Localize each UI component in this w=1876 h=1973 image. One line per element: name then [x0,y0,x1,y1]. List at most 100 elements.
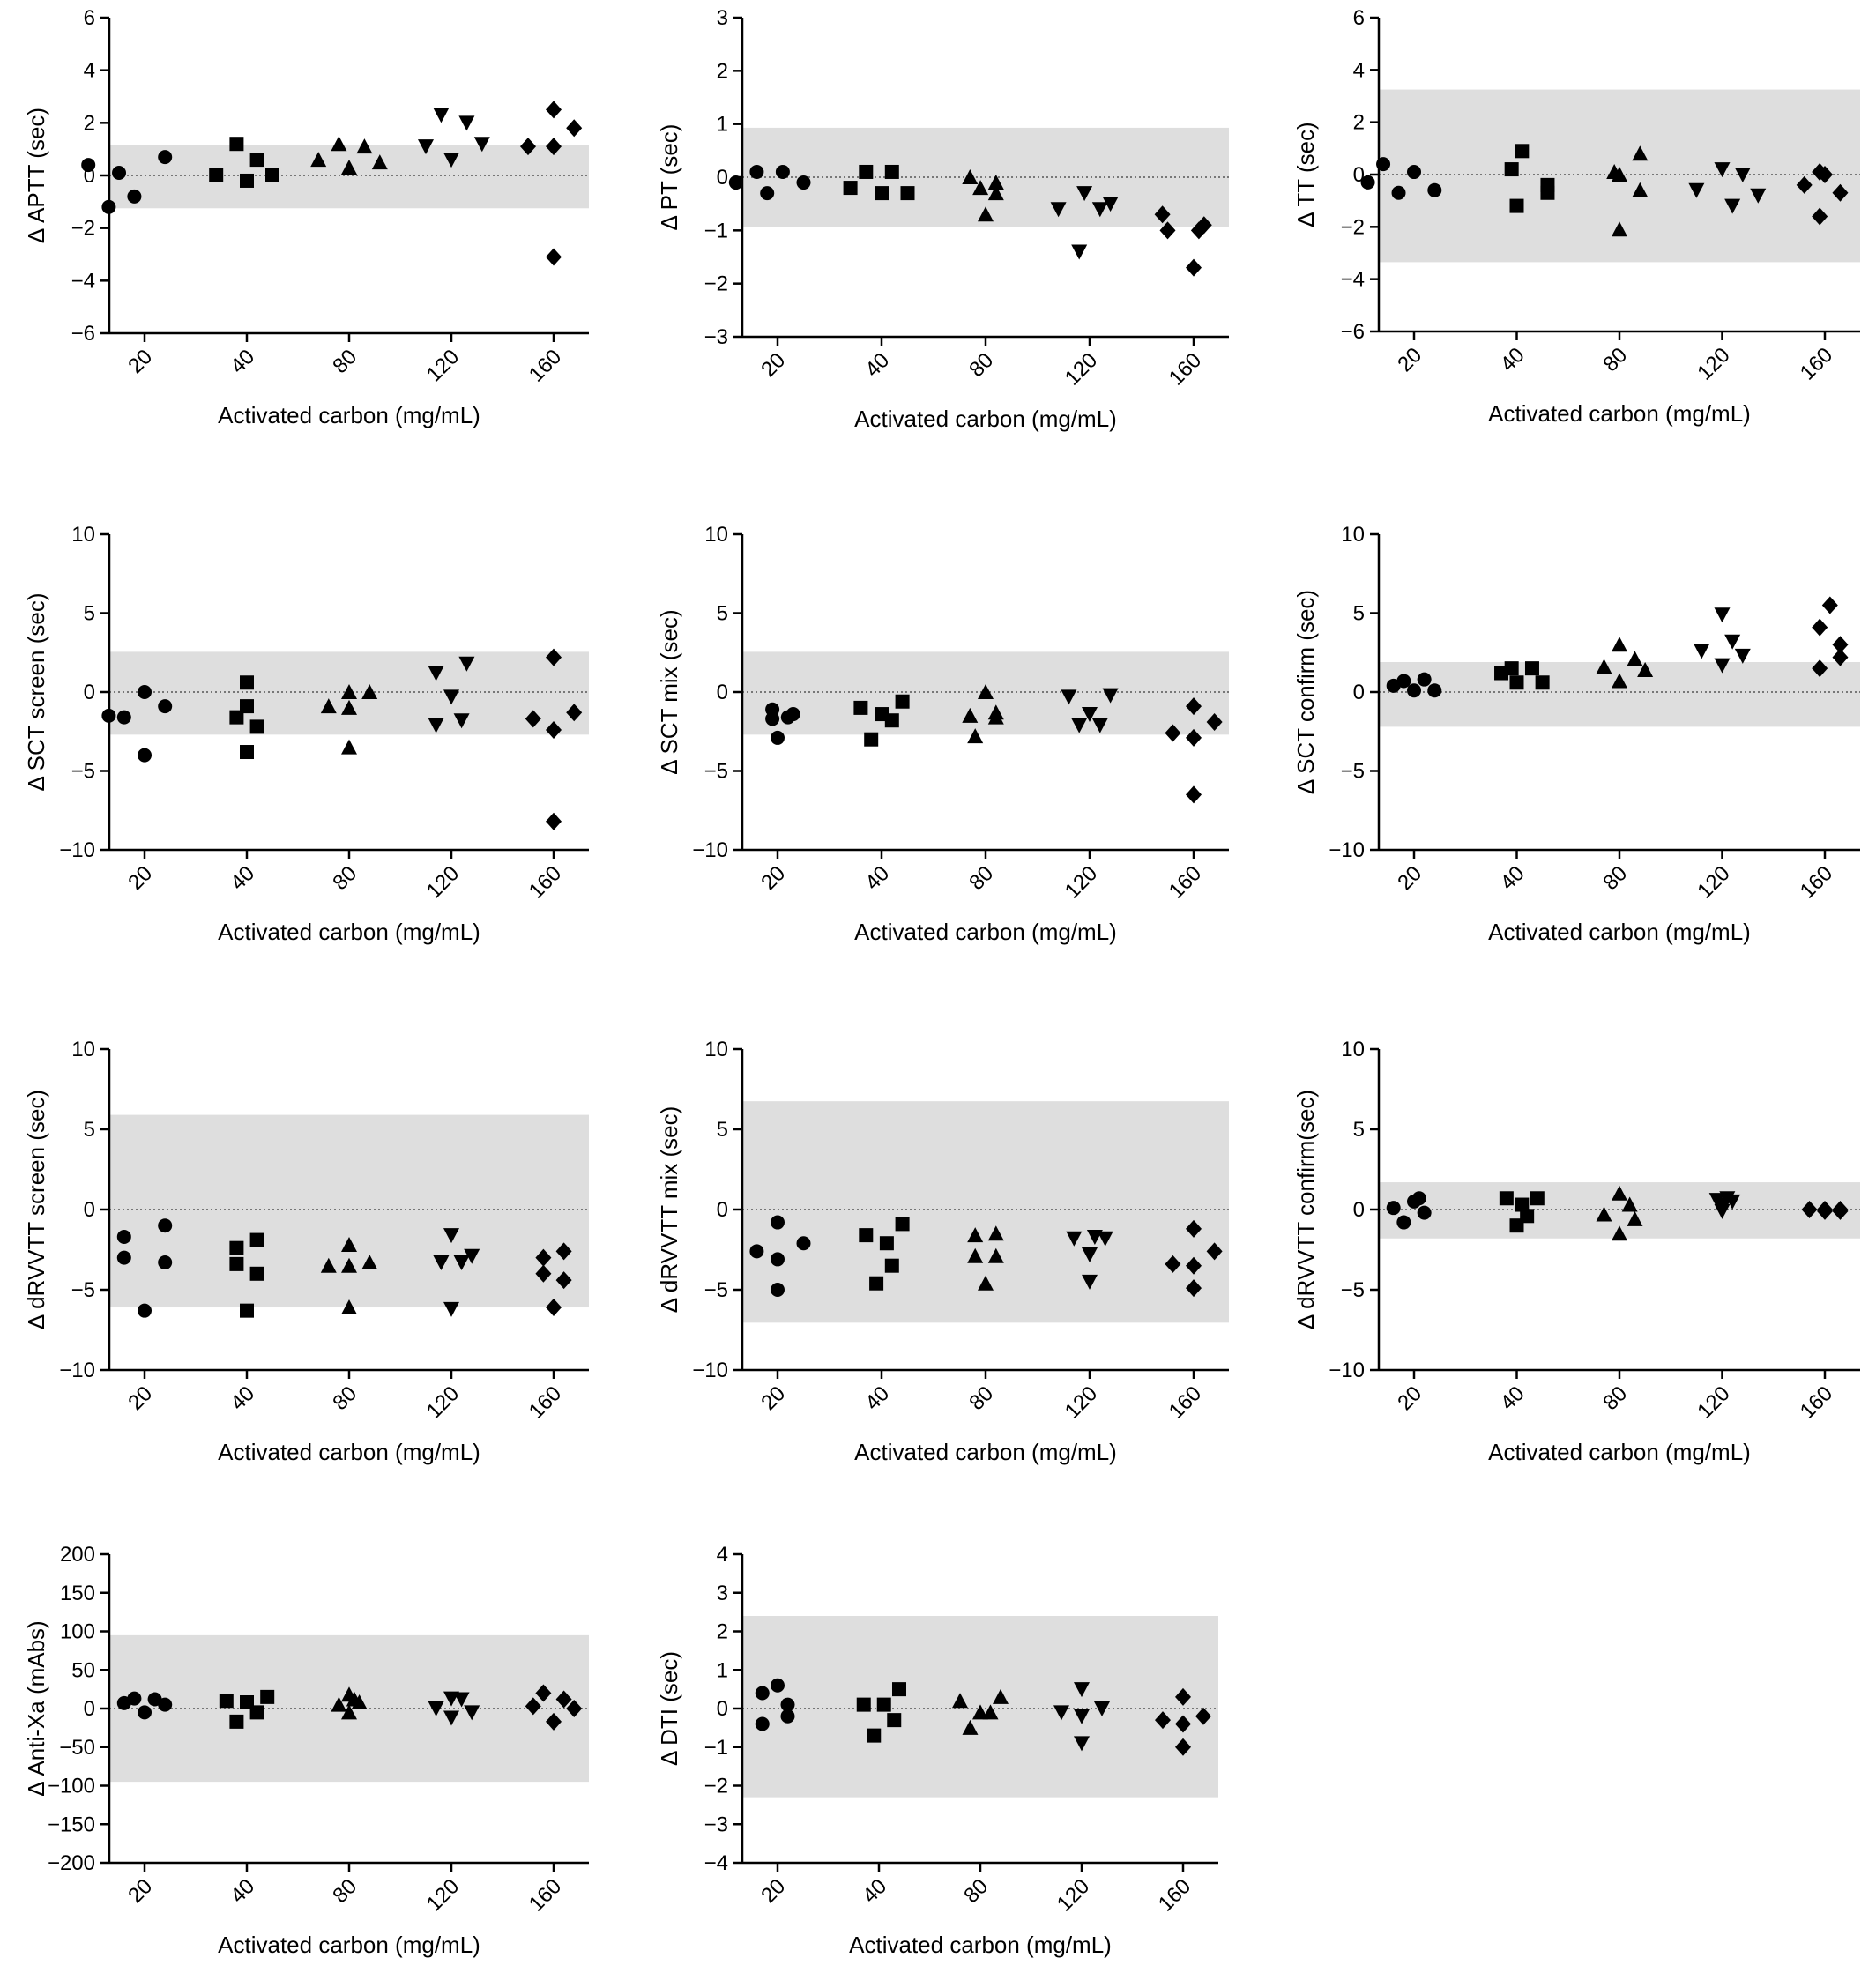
x-axis-label: Activated carbon (mg/mL) [218,1932,480,1958]
data-point-triangle-up [341,1257,357,1273]
x-axis-label: Activated carbon (mg/mL) [218,1439,480,1465]
y-tick-label: −10 [59,838,95,862]
x-tick-label: 20 [756,861,790,895]
data-point-diamond [1817,166,1833,183]
data-point-square [864,732,879,747]
x-tick-label: 120 [422,1381,464,1423]
y-tick-label: 6 [1353,6,1365,30]
data-point-triangle-down [1714,1197,1731,1213]
x-axis-label: Activated carbon (mg/mL) [218,402,480,428]
x-tick-label: 20 [1393,1381,1426,1415]
data-point-diamond [1812,207,1828,226]
data-point-circle [1427,182,1442,197]
data-point-diamond [1801,1201,1818,1218]
data-point-triangle-up [987,175,1004,190]
data-point-square [895,1217,910,1232]
data-point-diamond [1832,1201,1849,1218]
data-point-diamond [1832,648,1849,666]
data-point-circle [1417,672,1432,687]
data-point-circle [1411,1191,1426,1206]
data-point-square [240,1303,254,1318]
x-tick-label: 120 [422,861,464,903]
y-tick-label: 150 [60,1582,95,1605]
data-point-square [887,1713,902,1728]
x-tick-label: 160 [1796,861,1837,903]
x-tick-label: 120 [422,345,464,386]
chart-panel-11: 4 3 2 1 0 −1 −2 −3 −4 20 40 80 120 160 Activated carbo… [656,1543,1218,1958]
data-point-triangle-up [341,1299,357,1315]
data-point-diamond [1206,713,1223,732]
y-tick-label: 0 [84,1198,95,1222]
data-point-triangle-down [1053,1705,1069,1721]
data-point-triangle-down [433,108,450,123]
data-point-triangle-up [987,1225,1004,1241]
y-tick-label: −5 [704,760,728,784]
data-point-circle [112,166,126,181]
data-point-circle [755,1716,770,1731]
data-point-triangle-down [464,1248,480,1264]
data-point-triangle-up [987,185,1004,201]
x-tick-label: 20 [123,861,157,895]
data-point-square [869,1276,884,1291]
data-point-circle [158,150,173,165]
data-point-square [249,1266,264,1281]
data-point-circle [770,1252,785,1267]
data-point-triangle-down [1074,1736,1090,1752]
data-point-triangle-up [1612,167,1627,182]
x-tick-label: 20 [1393,343,1426,376]
data-point-triangle-down [1061,689,1077,705]
y-tick-label: −150 [48,1813,95,1836]
data-point-diamond [1175,1715,1191,1733]
data-point-circle [1376,157,1391,172]
data-point-diamond [520,138,536,156]
data-point-diamond [546,648,562,666]
y-tick-label: 4 [84,59,95,83]
y-axis-label: Δ Anti-Xa (mAbs) [23,1620,49,1796]
data-point-triangle-down [1091,202,1108,218]
data-point-circle [749,1244,764,1259]
y-axis-label: Δ PT (sec) [656,124,682,231]
y-tick-label: 4 [1353,58,1365,82]
x-tick-label: 160 [1796,343,1837,384]
data-point-triangle-down [1086,1229,1103,1245]
data-point-square [265,168,279,182]
data-point-triangle-up [341,1704,357,1720]
data-point-square [1504,162,1519,177]
y-tick-label: −2 [71,217,95,241]
data-point-square [1535,675,1550,690]
data-point-triangle-up [341,1237,357,1253]
x-tick-label: 120 [1053,1874,1094,1916]
data-point-circle [770,730,785,745]
x-tick-label: 160 [525,1381,566,1423]
data-point-triangle-up [967,728,984,744]
data-point-triangle-down [1074,1682,1090,1698]
data-point-triangle-down [443,1710,459,1726]
data-point-triangle-down [1050,202,1067,218]
x-tick-label: 40 [226,345,259,378]
data-point-diamond [555,1271,572,1290]
data-point-triangle-up [967,1247,984,1263]
x-tick-label: 20 [756,1381,790,1415]
y-tick-label: 5 [84,602,95,626]
data-point-circle [1396,1215,1411,1230]
data-point-triangle-down [443,1228,459,1244]
data-point-diamond [1821,596,1838,614]
data-point-triangle-up [1612,1185,1627,1201]
data-point-circle [158,699,173,714]
reference-range-band [109,145,589,209]
data-point-square [1499,1191,1514,1206]
x-tick-label: 40 [226,1381,259,1415]
data-point-square [249,1232,264,1247]
y-tick-label: 10 [71,1038,95,1061]
data-point-circle [101,199,116,214]
data-point-triangle-down [1734,168,1751,182]
data-point-triangle-down [428,666,444,681]
x-axis-label: Activated carbon (mg/mL) [854,406,1117,432]
data-point-square [1540,185,1555,200]
x-tick-label: 120 [1061,348,1102,390]
data-point-square [1515,144,1530,159]
data-point-square [229,710,244,725]
x-tick-label: 40 [858,1874,891,1908]
data-point-diamond [555,1242,572,1261]
data-point-circle [1396,674,1411,689]
